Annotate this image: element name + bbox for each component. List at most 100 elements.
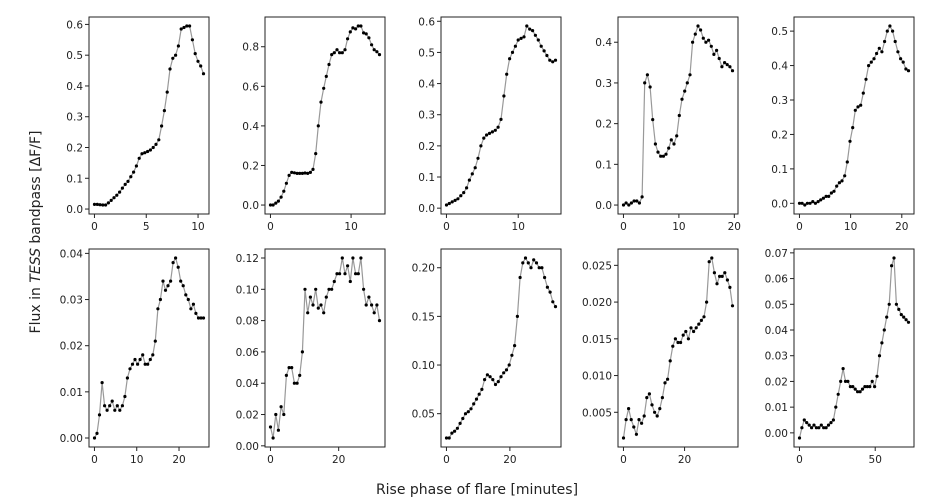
data-point xyxy=(629,201,634,205)
data-point xyxy=(201,72,206,76)
y-tick-label: 0.5 xyxy=(66,50,83,62)
data-point xyxy=(539,44,543,48)
data-point xyxy=(106,201,110,205)
data-point xyxy=(897,307,901,311)
data-point xyxy=(109,198,113,202)
data-point xyxy=(179,279,183,283)
data-point xyxy=(536,38,540,42)
data-point xyxy=(684,329,688,334)
data-point xyxy=(516,38,520,42)
data-point xyxy=(306,171,310,175)
data-point xyxy=(284,373,288,377)
data-point xyxy=(146,149,150,154)
data-point xyxy=(868,385,872,389)
data-point xyxy=(627,407,631,411)
data-point xyxy=(848,385,853,389)
data-point xyxy=(115,193,119,197)
data-line xyxy=(799,24,909,206)
data-point xyxy=(467,178,471,182)
y-tick-label: 0.8 xyxy=(242,42,259,54)
y-tick-label: 0.2 xyxy=(771,129,788,141)
data-point xyxy=(185,24,189,28)
data-point xyxy=(118,190,122,194)
data-point xyxy=(322,86,326,90)
data-point xyxy=(359,256,363,260)
data-point xyxy=(190,38,194,42)
data-point xyxy=(151,145,155,150)
data-point xyxy=(715,48,719,53)
y-tick-label: 0.2 xyxy=(418,141,435,153)
y-tick-label: 0.4 xyxy=(595,37,612,49)
data-point xyxy=(845,160,849,164)
y-tick-label: 0.06 xyxy=(236,347,260,359)
y-tick-label: 0.4 xyxy=(242,121,259,133)
data-point xyxy=(466,410,470,414)
data-point xyxy=(723,271,727,275)
data-point xyxy=(126,179,130,183)
data-point xyxy=(482,136,486,140)
data-point xyxy=(551,300,555,304)
data-point xyxy=(526,261,530,265)
data-point xyxy=(151,353,155,357)
data-point xyxy=(880,50,884,54)
data-point xyxy=(545,285,550,289)
data-point xyxy=(730,69,735,73)
data-point xyxy=(274,201,278,205)
data-point xyxy=(332,51,336,55)
data-point xyxy=(668,359,672,363)
data-point xyxy=(103,404,107,408)
data-point xyxy=(885,315,889,319)
data-point xyxy=(356,272,360,276)
data-point xyxy=(675,134,679,138)
data-point xyxy=(696,24,700,28)
data-point xyxy=(176,265,180,269)
data-point xyxy=(316,306,320,310)
data-point xyxy=(502,94,506,98)
data-point xyxy=(455,426,459,430)
data-point xyxy=(720,274,724,278)
y-tick-label: 0.025 xyxy=(582,260,612,272)
axes-frame xyxy=(617,248,739,448)
data-point xyxy=(637,201,642,205)
data-point xyxy=(295,381,299,385)
data-point xyxy=(802,418,806,422)
data-point xyxy=(276,199,280,203)
data-point xyxy=(875,374,879,378)
data-point xyxy=(319,303,323,307)
data-point xyxy=(667,146,671,150)
data-point xyxy=(453,198,457,202)
data-point xyxy=(725,278,730,282)
data-point xyxy=(191,302,195,306)
data-point xyxy=(194,311,198,315)
data-point xyxy=(459,194,463,198)
y-tick-label: 0.3 xyxy=(66,112,83,124)
data-point xyxy=(367,295,371,299)
data-point xyxy=(372,48,376,52)
y-tick-label: 0.04 xyxy=(60,248,84,260)
data-point xyxy=(346,37,350,41)
subplot-4: 0.0 0.1 0.2 0.3 0.4 0 10 20 xyxy=(595,16,741,233)
y-tick-label: 0.6 xyxy=(242,81,259,93)
data-point xyxy=(720,65,724,69)
data-point xyxy=(292,171,296,175)
data-point xyxy=(822,426,826,430)
data-point xyxy=(319,100,323,104)
data-point xyxy=(477,392,481,396)
x-tick-label: 0 xyxy=(796,454,803,466)
data-point xyxy=(188,24,192,28)
data-point xyxy=(693,32,697,36)
data-point xyxy=(314,287,318,291)
data-point xyxy=(906,69,911,73)
data-point xyxy=(308,170,312,174)
data-point xyxy=(351,256,355,260)
data-point xyxy=(375,303,379,307)
x-tick-label: 0 xyxy=(267,454,274,466)
data-point xyxy=(702,315,706,319)
data-point xyxy=(143,362,147,366)
data-point xyxy=(189,307,193,311)
data-point xyxy=(324,74,328,78)
data-point xyxy=(112,196,116,200)
y-tick-label: 0.3 xyxy=(418,110,435,122)
data-point xyxy=(362,31,366,35)
data-point xyxy=(356,24,360,28)
